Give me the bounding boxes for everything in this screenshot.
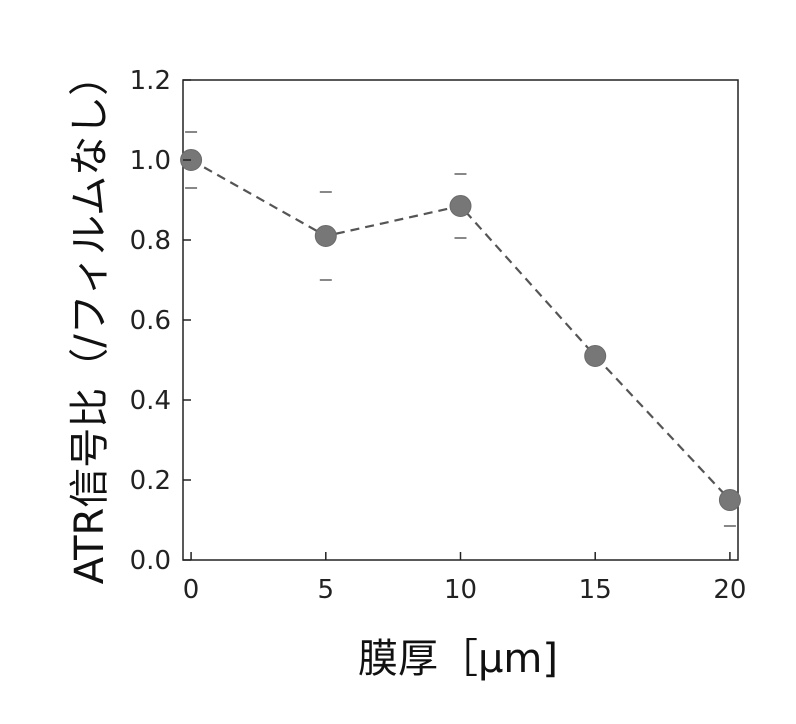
data-point	[314, 225, 337, 247]
data-points	[180, 149, 741, 511]
y-axis-ticks: 0.0 0.2 0.4 0.6 0.8 1.0 1.2	[130, 66, 191, 576]
x-tick-label: 20	[713, 575, 746, 605]
plot-area	[182, 79, 739, 561]
error-bars	[185, 131, 736, 527]
plot-frame	[182, 79, 739, 561]
y-tick-label: 0.6	[130, 306, 171, 336]
y-tick-label: 0.2	[130, 466, 171, 496]
y-tick-label: 0.8	[130, 226, 171, 256]
data-point	[180, 149, 203, 171]
data-point	[584, 345, 607, 367]
data-point	[718, 489, 741, 511]
y-tick-label: 0.4	[130, 386, 171, 416]
x-axis-title: 膜厚［μm]	[358, 636, 558, 682]
y-tick-label: 1.2	[130, 66, 171, 96]
y-axis-title: ATR信号比（/フィルムなし）	[67, 56, 113, 584]
x-tick-label: 0	[183, 575, 200, 605]
x-axis-ticks: 0 5 10 15 20	[183, 552, 746, 605]
x-tick-label: 15	[579, 575, 612, 605]
y-tick-label: 1.0	[130, 146, 171, 176]
x-tick-label: 5	[318, 575, 335, 605]
data-point	[449, 195, 472, 217]
x-tick-label: 10	[444, 575, 477, 605]
y-tick-label: 0.0	[130, 546, 171, 576]
